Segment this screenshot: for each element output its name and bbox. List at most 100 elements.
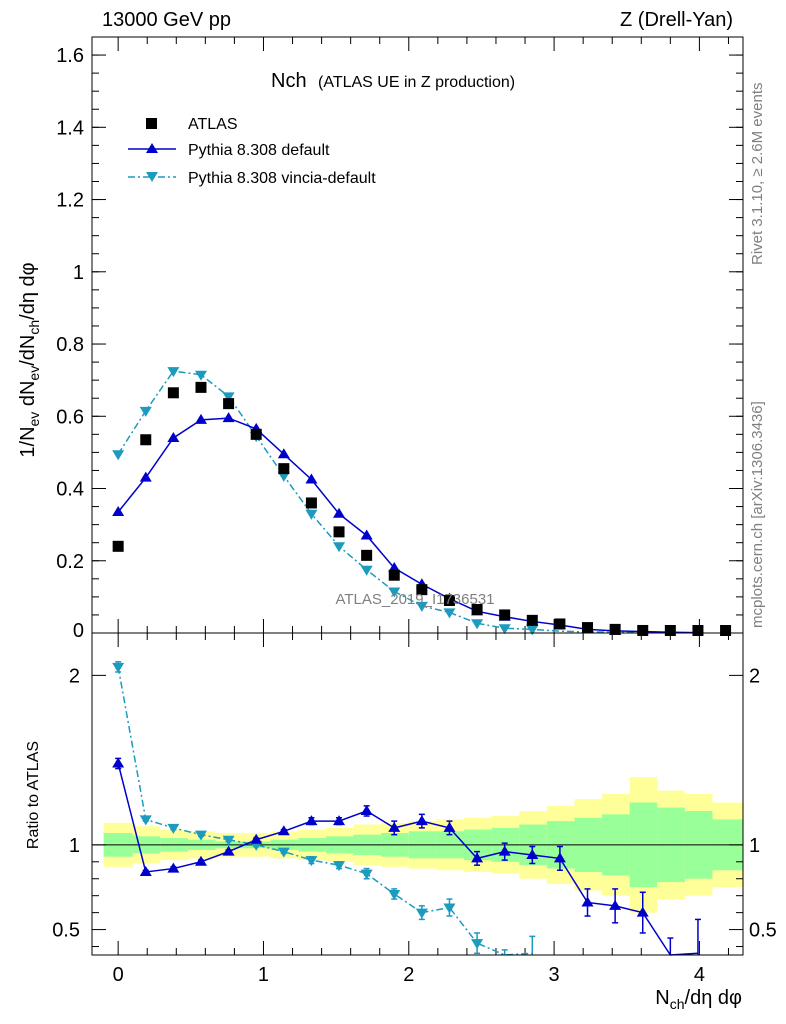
legend-marker-vincia xyxy=(146,172,158,182)
atlas-point xyxy=(250,428,262,440)
default-point xyxy=(277,448,290,459)
default-point xyxy=(388,561,401,572)
ratio-y-tick-label: 1 xyxy=(69,835,80,857)
legend-label-atlas: ATLAS xyxy=(188,116,238,133)
ratio-y-axis-title: Ratio to ATLAS xyxy=(25,741,42,849)
rivet-label: Rivet 3.1.10, ≥ 2.6M events xyxy=(749,83,766,266)
ratio-default-point xyxy=(222,845,235,856)
ratio-default-point xyxy=(112,757,125,768)
ratio-y-tick-label: 0.5 xyxy=(52,920,80,942)
atlas-point xyxy=(526,614,538,626)
legend-label-vincia: Pythia 8.308 vincia-default xyxy=(188,170,376,187)
ratio-line-default xyxy=(117,763,698,956)
y-tick-label: 1.6 xyxy=(56,45,84,67)
ratio-default-point xyxy=(360,804,373,815)
atlas-point xyxy=(720,625,732,636)
default-point xyxy=(305,473,318,484)
mcplots-label: mcplots.cern.ch [arXiv:1306.3436] xyxy=(749,401,766,628)
x-tick-label: 4 xyxy=(694,964,705,986)
ratio-vincia-point xyxy=(333,861,346,872)
ratio-vincia-point xyxy=(443,903,456,914)
vincia-point xyxy=(139,406,152,417)
atlas-point xyxy=(664,625,676,636)
ratio-vincia-point xyxy=(139,815,152,826)
x-tick-label: 1 xyxy=(258,964,269,986)
atlas-point xyxy=(195,381,207,393)
chart-subtitle: (ATLAS UE in Z production) xyxy=(318,74,515,91)
ratio-vincia-point xyxy=(388,889,401,900)
vincia-point xyxy=(305,509,318,520)
vincia-point xyxy=(415,601,428,612)
vincia-point xyxy=(471,619,484,630)
atlas-point xyxy=(333,526,345,538)
ratio-vincia-point xyxy=(471,939,484,950)
ratio-vincia-point xyxy=(305,856,318,867)
ratio-default-point xyxy=(526,849,539,860)
y-tick-label: 0 xyxy=(73,620,84,642)
atlas-point xyxy=(443,594,455,606)
vincia-point xyxy=(277,471,290,482)
ratio-default-point xyxy=(333,815,346,826)
vincia-point xyxy=(222,392,235,403)
header-right: Z (Drell-Yan) xyxy=(620,9,733,31)
ratio-default-point xyxy=(609,899,622,910)
y-tick-label: 1 xyxy=(73,262,84,284)
atlas-point xyxy=(499,609,511,621)
ratio-panel: 0.5 0.5 1 1 2 2 0 1 2 3 4 xyxy=(52,632,777,986)
atlas-point xyxy=(361,549,373,561)
x-tick-label: 2 xyxy=(403,964,414,986)
ratio-vincia-point xyxy=(112,662,125,673)
x-axis-title: Nch/dη dφ xyxy=(655,987,742,1012)
legend-label-default: Pythia 8.308 default xyxy=(188,142,330,159)
y-tick-label: 1.2 xyxy=(56,190,84,212)
ratio-vincia-point xyxy=(194,830,207,841)
vincia-point xyxy=(360,565,373,576)
atlas-point xyxy=(167,387,179,399)
ratio-y-tick-label: 2 xyxy=(69,665,80,687)
ratio-vincia-point xyxy=(415,908,428,919)
chart-title: Nch xyxy=(271,70,307,92)
header-left: 13000 GeV pp xyxy=(102,9,231,31)
vincia-point xyxy=(443,608,456,619)
vincia-point xyxy=(112,450,125,461)
ratio-default-point xyxy=(388,821,401,832)
ratio-y-tick-label-right: 1 xyxy=(749,835,760,857)
ratio-default-point xyxy=(167,862,180,873)
x-tick-label: 0 xyxy=(113,964,124,986)
atlas-point xyxy=(223,398,235,410)
vincia-point xyxy=(526,625,539,636)
ratio-vincia-point xyxy=(167,823,180,834)
legend-marker-atlas xyxy=(146,118,157,129)
ratio-default-point xyxy=(139,865,152,876)
atlas-point xyxy=(112,540,124,552)
default-point xyxy=(360,529,373,540)
y-tick-label: 0.8 xyxy=(56,334,84,356)
vincia-point xyxy=(194,370,207,381)
legend-marker-default xyxy=(146,143,158,153)
ratio-vincia-point xyxy=(360,869,373,880)
ratio-vincia-point xyxy=(222,835,235,846)
default-point xyxy=(139,471,152,482)
atlas-point xyxy=(554,618,566,630)
vincia-point xyxy=(167,367,180,378)
default-point xyxy=(222,412,235,423)
ratio-y-tick-label-right: 2 xyxy=(749,665,760,687)
y-tick-label: 0.2 xyxy=(56,551,84,573)
atlas-point xyxy=(388,569,400,581)
ratio-vincia-point xyxy=(277,847,290,858)
series-line-default xyxy=(117,417,698,634)
vincia-point xyxy=(388,587,401,598)
ratio-default-point xyxy=(305,815,318,826)
ratio-default-point xyxy=(415,815,428,826)
atlas-point xyxy=(692,625,704,636)
atlas-point xyxy=(471,604,483,616)
ratio-line-vincia xyxy=(117,666,533,956)
default-point xyxy=(194,413,207,424)
default-point xyxy=(112,505,125,516)
legend: ATLAS Pythia 8.308 default Pythia 8.308 … xyxy=(128,116,376,187)
atlas-point xyxy=(305,497,317,509)
series-line-vincia xyxy=(117,370,698,634)
default-point xyxy=(167,431,180,442)
y-tick-label: 0.6 xyxy=(56,406,84,428)
ratio-default-point xyxy=(250,833,263,844)
